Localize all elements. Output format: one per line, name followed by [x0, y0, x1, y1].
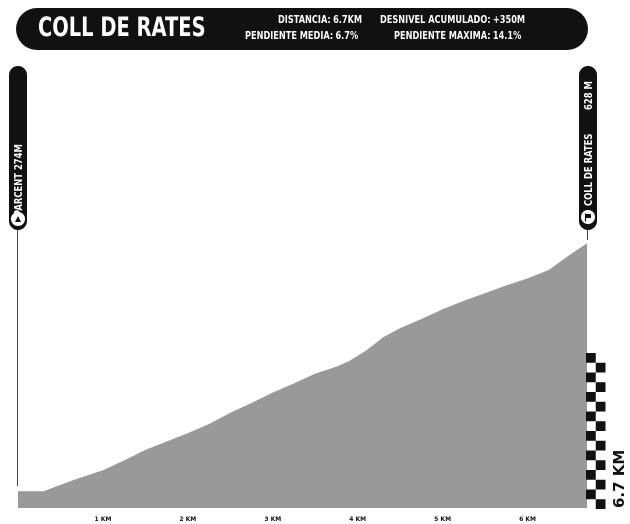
checker-square [586, 392, 596, 402]
checker-square [595, 440, 606, 451]
max-grade-value: 14.1% [492, 30, 522, 42]
profile-area [18, 243, 587, 508]
ascent-stat: DESNIVEL ACUMULADO: +350M [380, 14, 525, 26]
ascent-value: +350M [492, 14, 526, 26]
finish-flag-icon [581, 210, 595, 224]
checker-square [595, 362, 606, 373]
x-tick-label: 6 KM [519, 516, 536, 523]
checker-square [586, 450, 596, 461]
checker-square [586, 489, 596, 500]
checker-square [586, 353, 596, 363]
header-banner: COLL DE RATES DISTANCIA: 6.7KM PENDIENTE … [16, 8, 588, 50]
start-line [17, 200, 18, 486]
x-tick-label: 3 KM [264, 516, 281, 523]
checker-square [595, 479, 606, 490]
checker-square [595, 382, 606, 392]
finish-marker: 628 M COLL DE RATES [579, 66, 597, 230]
checker-square [595, 499, 606, 509]
start-marker: PARCENT 274M [9, 66, 27, 230]
checker-square [595, 401, 606, 412]
checker-square [586, 431, 596, 441]
distance-value: 6.7KM [333, 14, 363, 26]
finish-checkered-flag [586, 353, 606, 509]
ascent-label: DESNIVEL ACUMULADO: [380, 14, 491, 26]
checker-square [586, 372, 596, 383]
max-grade-stat: PENDIENTE MAXIMA: 14.1% [394, 30, 521, 42]
x-tick-label: 5 KM [434, 516, 451, 523]
checker-square [595, 421, 606, 431]
avg-grade-value: 6.7% [335, 30, 359, 42]
x-tick-label: 4 KM [349, 516, 366, 523]
avg-grade-stat: PENDIENTE MEDIA: 6.7% [245, 30, 358, 42]
distance-stat: DISTANCIA: 6.7KM [278, 14, 362, 26]
x-tick-label: 1 KM [94, 516, 111, 523]
checker-square [586, 470, 596, 480]
x-tick-label: 2 KM [179, 516, 196, 523]
checker-square [586, 411, 596, 422]
distance-label: DISTANCIA: [278, 14, 331, 26]
climb-title: COLL DE RATES [38, 12, 206, 43]
max-grade-label: PENDIENTE MAXIMA: [394, 30, 491, 42]
avg-grade-label: PENDIENTE MEDIA: [245, 30, 334, 42]
checker-square [595, 460, 606, 470]
total-distance-label: 6.7 KM [610, 449, 628, 508]
play-triangle-icon [11, 212, 25, 226]
x-axis-ticks: 1 KM 2 KM 3 KM 4 KM 5 KM 6 KM [94, 516, 536, 523]
